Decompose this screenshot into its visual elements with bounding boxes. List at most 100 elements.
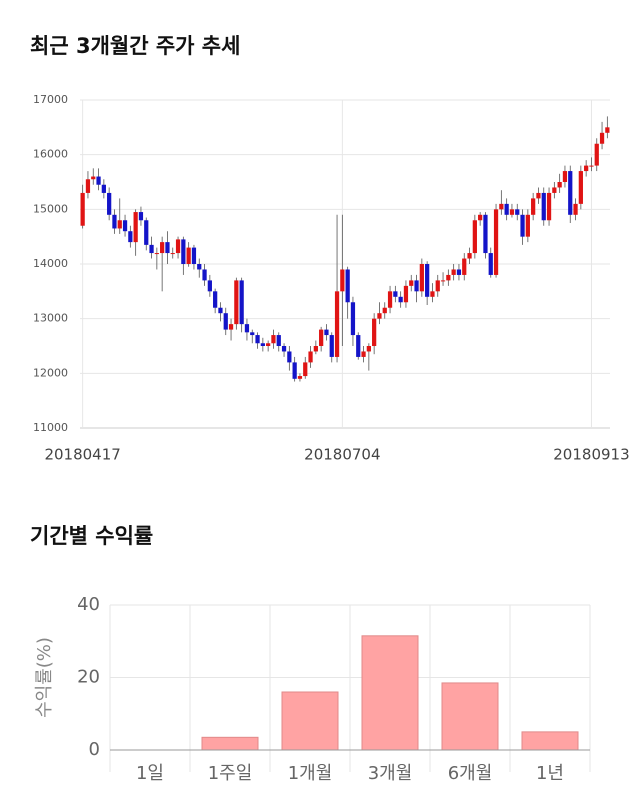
candle-body: [303, 362, 308, 377]
y-axis-label: 수익률(%): [34, 637, 55, 718]
candle-body: [435, 280, 440, 292]
candle-body: [451, 269, 456, 275]
x-tick-label: 1개월: [288, 763, 333, 784]
x-tick-label: 6개월: [448, 763, 493, 784]
candle-body: [175, 239, 181, 254]
y-tick-label: 14000: [33, 257, 68, 270]
candle-body: [573, 203, 578, 215]
candle-body: [393, 291, 398, 297]
candle-body: [122, 220, 128, 232]
candle-body: [515, 209, 520, 215]
candle-body: [181, 239, 186, 264]
candle-body: [414, 280, 419, 292]
y-tick-label: 0: [89, 739, 100, 760]
candle-body: [599, 132, 605, 144]
candle-body: [144, 220, 149, 245]
candle-body: [499, 203, 504, 210]
candle-body: [467, 253, 472, 259]
candle-body: [382, 307, 387, 314]
candle-body: [319, 329, 324, 346]
candle-body: [96, 176, 101, 185]
candle-body: [478, 214, 483, 221]
candle-body: [170, 253, 175, 255]
y-tick-label: 12000: [33, 366, 68, 379]
chart-title: 최근 3개월간 주가 추세: [30, 34, 240, 58]
bar: [441, 682, 499, 751]
candle-body: [578, 171, 583, 204]
candle-body: [160, 242, 165, 254]
candle-body: [297, 376, 303, 379]
candle-body: [504, 203, 509, 215]
y-tick-label: 17000: [33, 93, 68, 106]
candle-body: [234, 280, 239, 325]
candle-body: [239, 280, 244, 325]
candle-body: [228, 324, 234, 330]
candle-body: [546, 192, 552, 221]
candle-body: [244, 324, 250, 333]
candle-body: [313, 346, 318, 352]
candle-body: [334, 291, 340, 357]
candle-body: [403, 285, 409, 303]
candle-body: [557, 182, 562, 188]
candle-body: [446, 274, 451, 281]
candle-body: [541, 192, 546, 221]
candle-body: [207, 280, 212, 292]
candle-body: [483, 214, 488, 254]
bar: [361, 635, 419, 751]
chart-title: 기간별 수익률: [30, 524, 153, 548]
candle-body: [488, 253, 493, 275]
candle-body: [472, 220, 477, 254]
candle-body: [292, 362, 297, 379]
candle-body: [387, 291, 393, 308]
candle-body: [281, 346, 287, 352]
bar: [281, 691, 339, 751]
candle-body: [202, 269, 207, 281]
bar: [201, 736, 259, 751]
candle-body: [154, 253, 159, 255]
y-tick-label: 15000: [33, 202, 68, 215]
candle-body: [308, 351, 313, 363]
candle-body: [584, 165, 589, 172]
candle-body: [218, 307, 223, 314]
candle-body: [197, 264, 202, 270]
candle-body: [250, 332, 255, 336]
candle-body: [260, 343, 265, 346]
candle-body: [138, 212, 144, 221]
candle-body: [462, 258, 467, 275]
y-tick-label: 11000: [33, 421, 68, 434]
candle-body: [107, 192, 112, 215]
candlestick-chart: 최근 3개월간 주가 추세 11000 12000 13000 14000 15000 1…: [30, 34, 630, 464]
candle-body: [287, 351, 292, 363]
x-tick-label: 1일: [136, 763, 164, 784]
candle-body: [276, 335, 281, 346]
candle-body: [186, 247, 191, 264]
candle-body: [552, 187, 557, 193]
candle-body: [536, 192, 541, 199]
candle-body: [80, 192, 85, 226]
candle-body: [329, 335, 334, 357]
candle-body: [356, 335, 361, 357]
candle-body: [91, 176, 96, 180]
y-tick-label: 40: [77, 594, 100, 615]
candle-body: [605, 127, 610, 133]
candle-body: [562, 171, 568, 182]
candle-body: [568, 171, 573, 215]
candle-body: [398, 296, 403, 303]
x-tick-label: 3개월: [368, 763, 413, 784]
x-tick-label: 1년: [536, 763, 564, 784]
y-tick-label: 16000: [33, 148, 68, 161]
bar-chart: 기간별 수익률 0 20 40 수익률(%) 1일 1주일 1개월 3개월 6개월 1년: [30, 524, 591, 784]
candle-body: [419, 264, 424, 292]
candle-body: [213, 291, 218, 308]
y-tick-label: 13000: [33, 312, 68, 325]
candle-body: [589, 165, 594, 167]
candle-body: [149, 244, 154, 254]
candle-body: [191, 247, 197, 264]
candle-body: [266, 343, 271, 346]
candle-body: [366, 346, 371, 352]
candle-body: [324, 329, 329, 336]
candle-body: [350, 302, 356, 336]
candle-body: [117, 220, 122, 229]
candle-body: [456, 269, 462, 275]
